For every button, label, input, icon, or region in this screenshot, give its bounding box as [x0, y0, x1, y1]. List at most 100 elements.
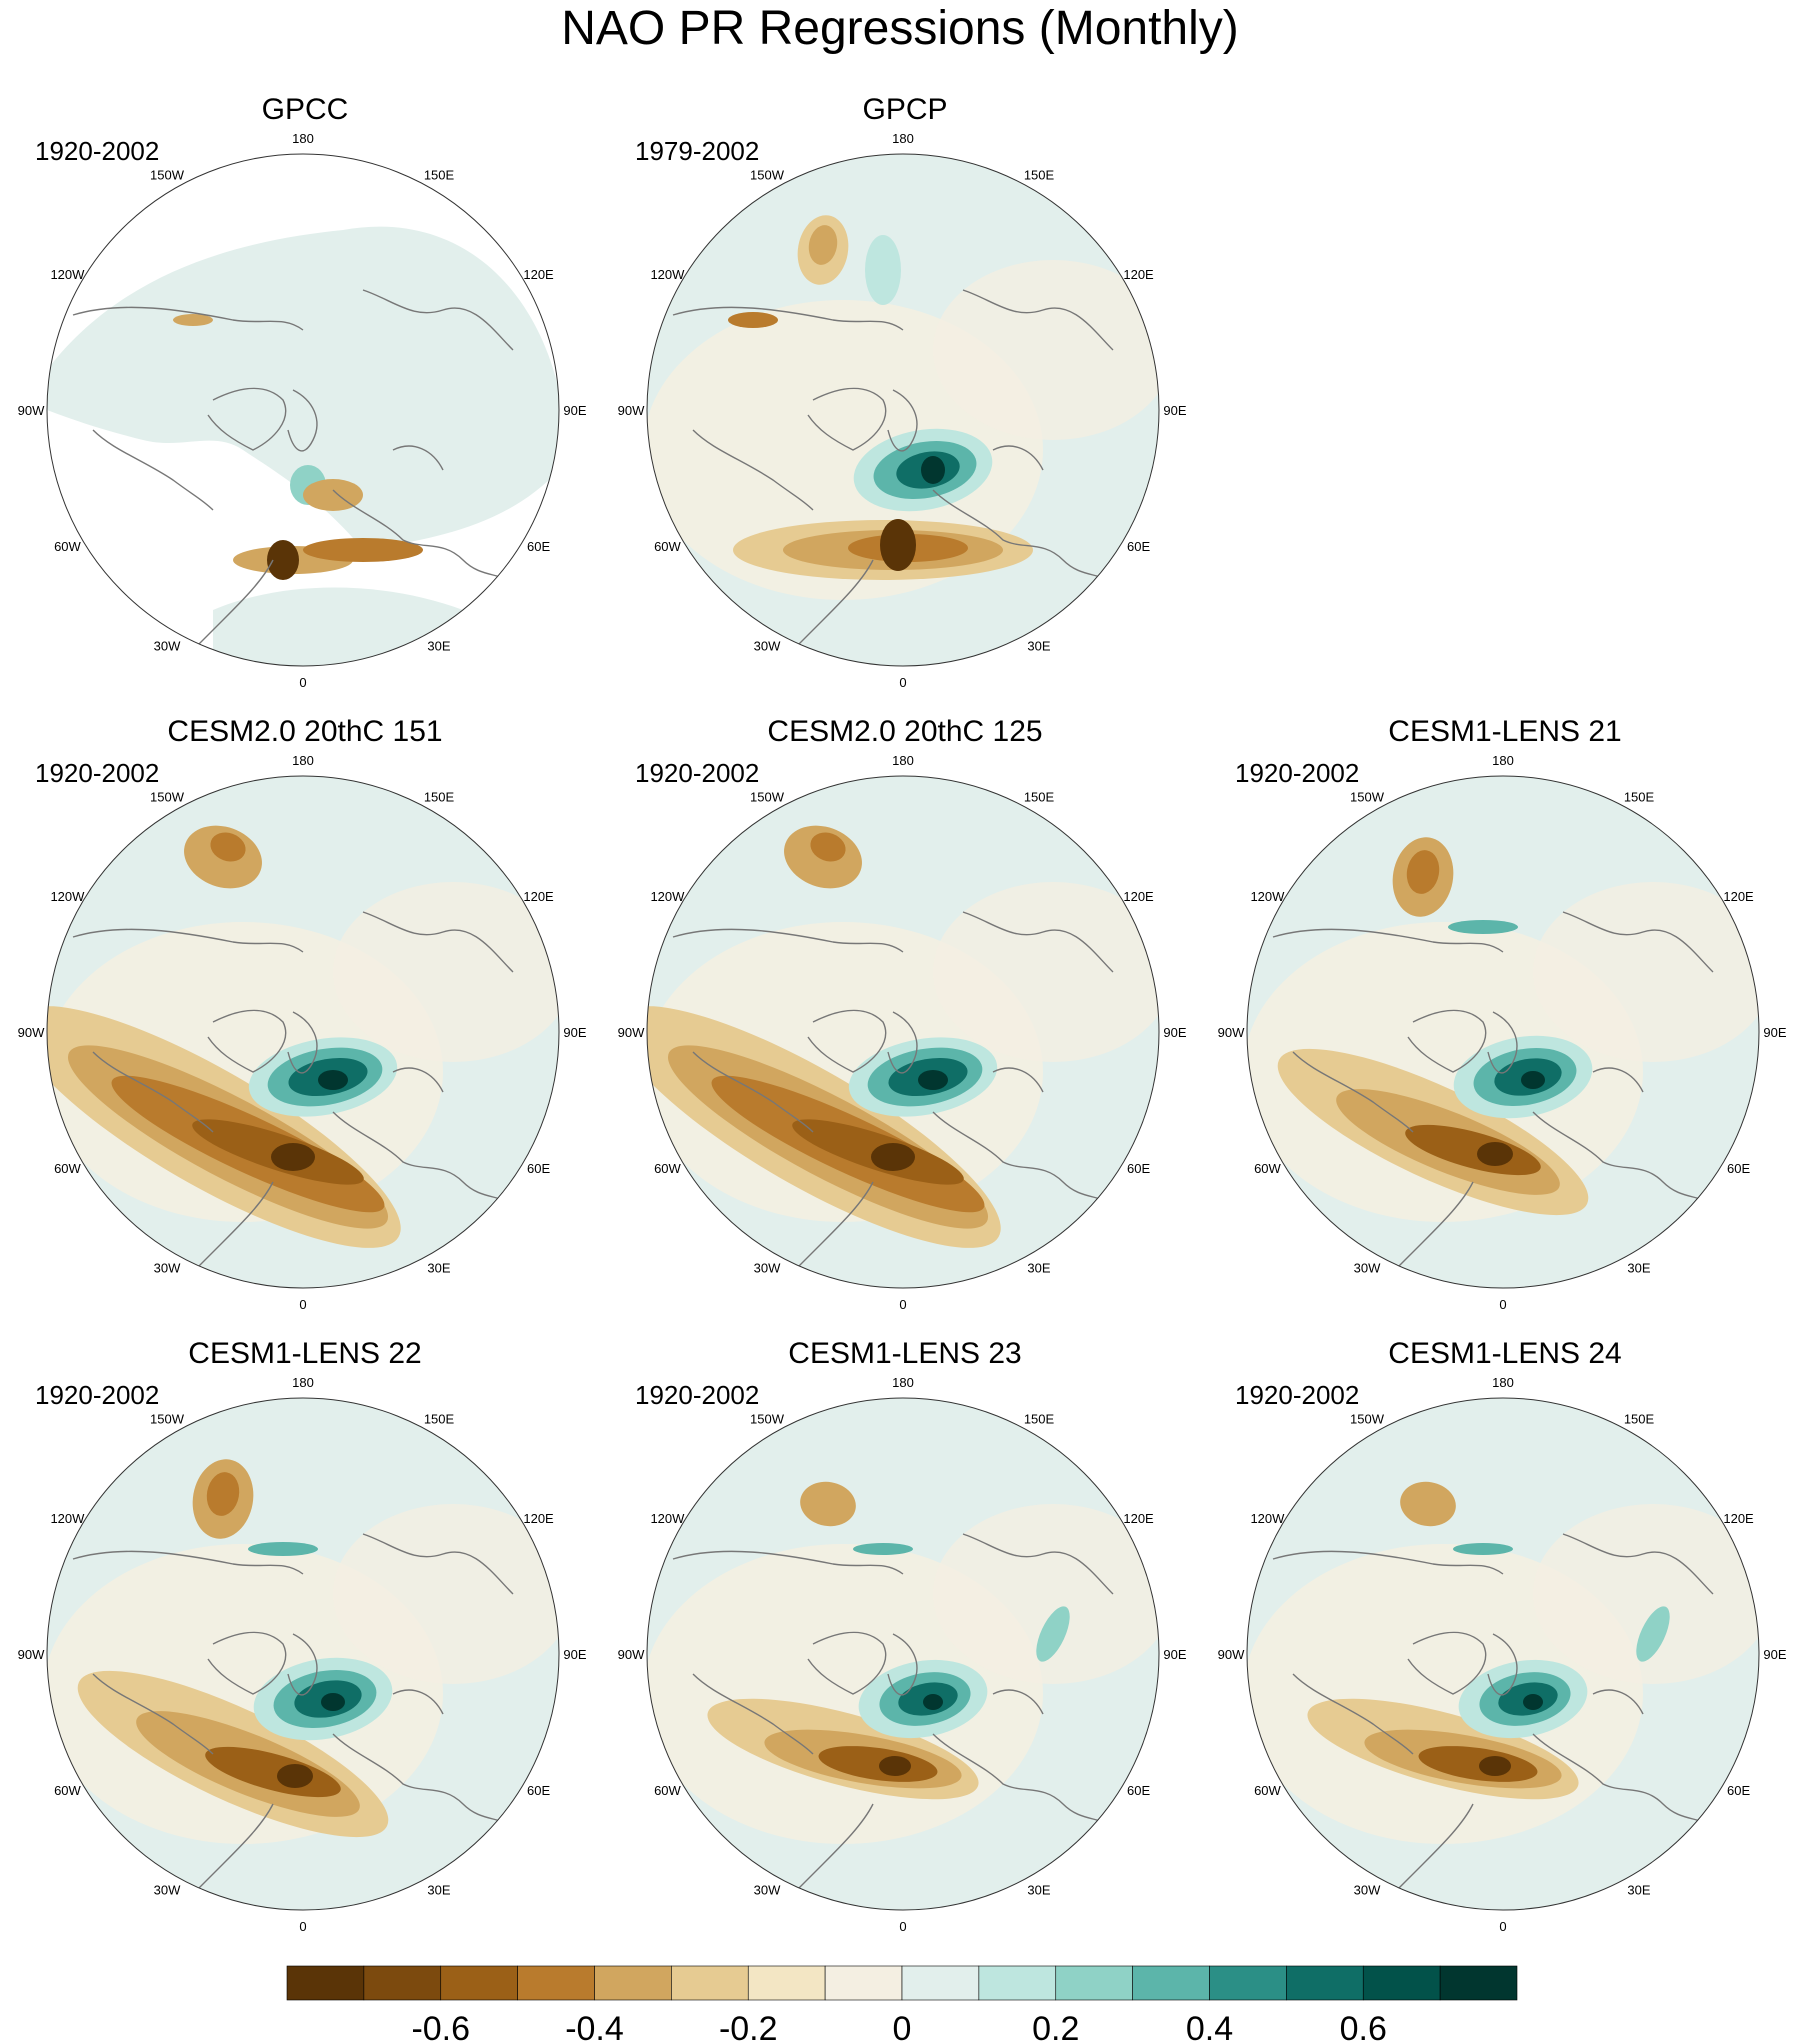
- colorbar-tick-label: 0: [893, 2010, 912, 2042]
- map-boundary: [46, 1397, 560, 1911]
- coastline: [1592, 1067, 1644, 1093]
- coastline: [362, 911, 514, 973]
- coastline: [332, 489, 524, 591]
- longitude-label: 120W: [650, 267, 685, 282]
- coastline: [92, 1051, 214, 1133]
- coastline: [807, 1631, 887, 1695]
- contour-blob: [277, 1764, 313, 1788]
- map-boundary: [646, 1397, 1160, 1911]
- coastline: [72, 1550, 304, 1575]
- contour-blob: [921, 456, 945, 484]
- coastline: [807, 387, 887, 451]
- longitude-label: 0: [899, 1297, 906, 1312]
- coastline: [1562, 911, 1714, 973]
- longitude-label: 30W: [754, 1883, 781, 1898]
- colorbar-tick-label: -0.2: [719, 2010, 778, 2042]
- longitude-label: 0: [1499, 1919, 1506, 1934]
- longitude-label: 90E: [563, 1025, 586, 1040]
- contour-field: [1247, 1398, 1759, 1910]
- longitude-label: 150W: [1350, 1411, 1385, 1426]
- coastline: [1292, 1051, 1414, 1133]
- land-field: [213, 587, 463, 666]
- colorbar-tick-label: 0.2: [1032, 2010, 1079, 2042]
- panel-cesm1-lens-21: CESM1-LENS 21 1920-2002 180 150E 120E 90E 60…: [1218, 714, 1787, 1314]
- map-boundary: [46, 775, 560, 1289]
- longitude-label: 0: [299, 1297, 306, 1312]
- neutral-field: [933, 882, 1159, 1062]
- contour-blob: [1636, 1606, 1670, 1662]
- longitude-label: 30E: [427, 639, 450, 654]
- contour-field: [647, 154, 1159, 666]
- longitude-label: 30E: [1027, 639, 1050, 654]
- coastline: [692, 1051, 814, 1133]
- panel-period: 1979-2002: [635, 136, 760, 166]
- longitude-label: 90E: [563, 1647, 586, 1662]
- contour-blob: [1479, 1756, 1511, 1776]
- longitude-label: 60W: [1254, 1783, 1281, 1798]
- longitude-label: 150E: [1624, 789, 1655, 804]
- contour-blob: [1418, 1746, 1538, 1782]
- contour-blob: [800, 1481, 856, 1527]
- contour-blob: [880, 519, 916, 571]
- contour-blob: [853, 1543, 913, 1555]
- contour-blob: [318, 1070, 348, 1090]
- colorbar-swatch: [1286, 1965, 1364, 2001]
- map-boundary: [46, 153, 560, 667]
- contour-blob: [206, 1472, 240, 1516]
- colorbar-swatch: [517, 1965, 595, 2001]
- panel-cesm1-lens-23: CESM1-LENS 23 1920-2002 180 150E 120E 90E 60…: [618, 1336, 1187, 1936]
- longitude-label: 180: [892, 753, 914, 768]
- contour-blob: [1400, 1481, 1456, 1527]
- longitude-label: 120E: [523, 267, 554, 282]
- longitude-label: 90W: [18, 1647, 45, 1662]
- coastline: [932, 1733, 1124, 1835]
- longitude-label: 120W: [50, 267, 85, 282]
- coastline: [332, 1733, 524, 1835]
- colorbar-tick-label: 0.6: [1340, 2010, 1387, 2042]
- coastline: [1532, 1733, 1724, 1835]
- longitude-label: 90W: [18, 1025, 45, 1040]
- contour-blob: [728, 312, 778, 328]
- longitude-label: 60W: [1254, 1161, 1281, 1176]
- panel-title: GPCP: [862, 93, 948, 126]
- coastline: [1407, 1009, 1487, 1073]
- coastline: [207, 1009, 287, 1073]
- colorbar-tick-label: -0.6: [411, 2010, 470, 2042]
- contour-blob: [303, 538, 423, 562]
- land-field: [47, 226, 559, 550]
- colorbar-swatch: [1055, 1965, 1133, 2001]
- contour-field: [647, 776, 1159, 1288]
- longitude-label: 60E: [1727, 1783, 1750, 1798]
- contour-blob: [303, 479, 363, 511]
- coastline: [207, 1631, 287, 1695]
- longitude-label: 120E: [523, 1511, 554, 1526]
- contour-blob: [918, 1070, 948, 1090]
- longitude-label: 180: [892, 1375, 914, 1390]
- contour-blob: [248, 1542, 318, 1556]
- longitude-label: 30W: [154, 1261, 181, 1276]
- longitude-label: 0: [299, 1919, 306, 1934]
- contour-field: [47, 154, 559, 666]
- contour-blob: [1521, 1071, 1545, 1089]
- coastline: [207, 387, 287, 451]
- longitude-label: 180: [892, 131, 914, 146]
- longitude-label: 60E: [1127, 1161, 1150, 1176]
- coastline: [362, 289, 514, 351]
- coastline: [932, 1111, 1124, 1213]
- panel-title: GPCC: [261, 93, 349, 126]
- longitude-label: 30W: [754, 1261, 781, 1276]
- longitude-label: 120E: [1123, 889, 1154, 904]
- neutral-field: [333, 882, 559, 1062]
- longitude-label: 120E: [523, 889, 554, 904]
- colorbar-swatch: [824, 1965, 903, 2001]
- contour-blob: [1448, 920, 1518, 934]
- panel-cesm2-151: CESM2.0 20thC 151 1920-2002 180 150E 120E 9…: [18, 714, 587, 1314]
- longitude-label: 150W: [1350, 789, 1385, 804]
- colorbar-swatch: [1362, 1965, 1441, 2001]
- contour-blob: [871, 1143, 915, 1171]
- longitude-label: 60E: [527, 1161, 550, 1176]
- longitude-label: 60W: [654, 539, 681, 554]
- longitude-label: 150W: [750, 1411, 785, 1426]
- coastline: [1407, 1631, 1487, 1695]
- panel-title: CESM1-LENS 22: [188, 1337, 422, 1370]
